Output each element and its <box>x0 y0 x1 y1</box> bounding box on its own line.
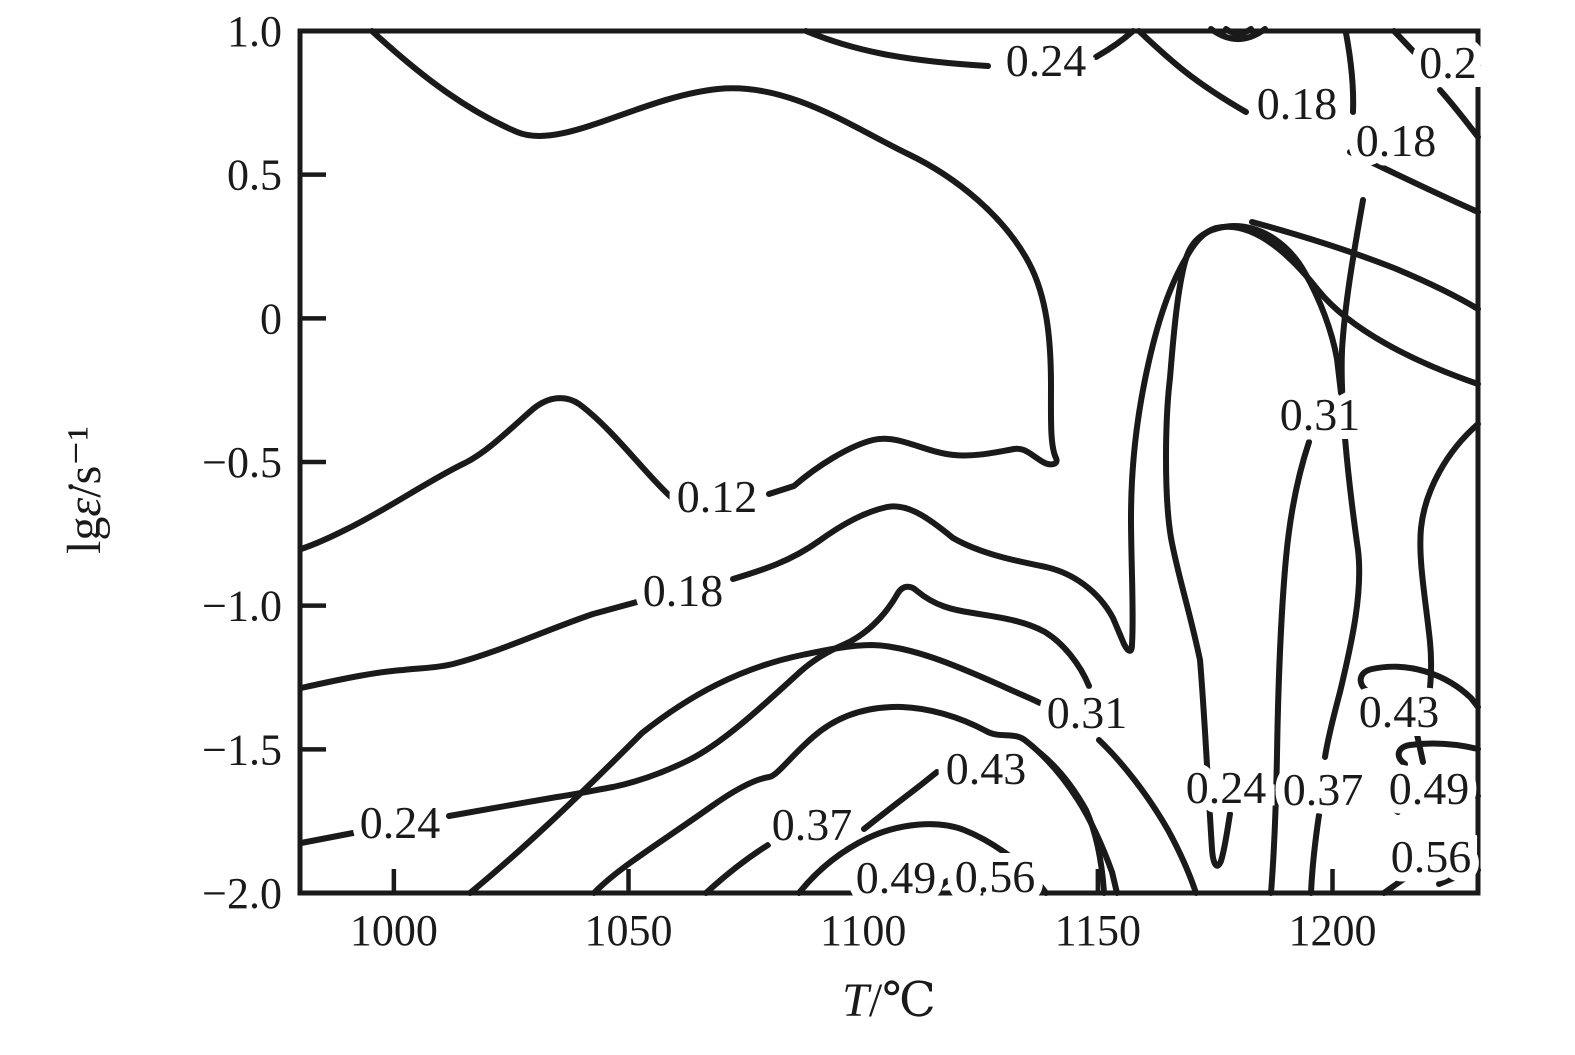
contour-line <box>1391 28 1417 55</box>
contour-line <box>1096 737 1199 896</box>
contour-line <box>1436 867 1481 887</box>
contour-line <box>796 821 1049 896</box>
x-axis-title: T/℃ <box>842 974 936 1027</box>
contour-line <box>1163 223 1344 869</box>
contour-line <box>1389 790 1481 815</box>
contour-level-label: 0.56 <box>1391 831 1472 882</box>
contour-line <box>369 28 1060 497</box>
contour-line <box>1395 740 1481 767</box>
contour-line <box>730 223 1481 654</box>
contour-line <box>1381 875 1408 896</box>
contour-line <box>1343 30 1357 115</box>
contour-level-label: 0.49 <box>856 852 937 903</box>
contour-line <box>1208 26 1268 42</box>
contour-line <box>298 830 356 846</box>
contour-level-label: 0.24 <box>1186 762 1267 813</box>
contour-line <box>803 28 991 69</box>
contour-level-label: 0.18 <box>643 565 724 616</box>
contour-level-label: 0.24 <box>1006 35 1087 86</box>
y-axis-ticks: 1.0 0.5 0 −0.5 −1.0 −1.5 −2.0 <box>202 7 326 918</box>
contour-level-label: 0.49 <box>1389 763 1470 814</box>
y-tick-label: −0.5 <box>202 438 282 487</box>
contour-level-label: 0.31 <box>1280 389 1361 440</box>
y-tick-label: −2.0 <box>202 869 282 918</box>
contour-line <box>1223 26 1254 37</box>
contour-line <box>1093 28 1136 60</box>
contour-line <box>1347 149 1481 215</box>
x-tick-label: 1150 <box>1055 906 1141 955</box>
x-axis-ticks: 1000 1050 1100 1150 1200 <box>350 869 1377 955</box>
contour-level-label: 0.18 <box>1257 78 1338 129</box>
contour-level-label: 0.31 <box>1047 687 1128 738</box>
contour-line <box>1322 197 1366 760</box>
contour-line <box>1268 439 1312 896</box>
contour-line <box>298 599 640 691</box>
y-axis-title: lgε̇/s⁻¹ <box>58 426 111 554</box>
contour-line <box>934 876 976 896</box>
contour-line <box>1417 421 1481 700</box>
contour-line <box>1308 812 1322 896</box>
contour-line <box>467 642 1043 896</box>
contour-level-label: 0.37 <box>772 799 853 850</box>
contour-line <box>1037 750 1107 896</box>
y-tick-label: −1.5 <box>202 725 282 774</box>
contour-line <box>1437 87 1481 140</box>
contour-line <box>861 769 940 832</box>
contour-line <box>1136 28 1249 115</box>
contour-level-label: 0.56 <box>955 851 1036 902</box>
contour-level-label: 0.2 <box>1419 37 1477 88</box>
x-tick-label: 1050 <box>585 906 673 955</box>
x-tick-label: 1100 <box>820 906 906 955</box>
contour-level-label: 0.12 <box>677 471 758 522</box>
x-tick-label: 1000 <box>350 906 438 955</box>
contour-level-labels: 0.24 0.18 0.2 0.18 0.12 0.18 0.31 0.24 0.31 0.43 0… <box>351 26 1486 912</box>
contour-level-label: 0.18 <box>1356 115 1437 166</box>
y-tick-label: 0 <box>260 294 282 343</box>
y-tick-label: 0.5 <box>227 151 282 200</box>
contour-level-label: 0.43 <box>946 743 1027 794</box>
contour-line <box>1357 663 1481 710</box>
contour-line <box>298 395 674 552</box>
y-tick-label: 1.0 <box>227 7 282 56</box>
contour-lines <box>298 26 1481 896</box>
x-tick-label: 1200 <box>1289 906 1377 955</box>
contour-line <box>1249 219 1481 312</box>
contour-line <box>703 842 771 896</box>
contour-level-label: 0.37 <box>1283 764 1364 815</box>
contour-level-label: 0.43 <box>1359 686 1440 737</box>
y-tick-label: −1.0 <box>202 582 282 631</box>
contour-level-label: 0.24 <box>360 797 441 848</box>
